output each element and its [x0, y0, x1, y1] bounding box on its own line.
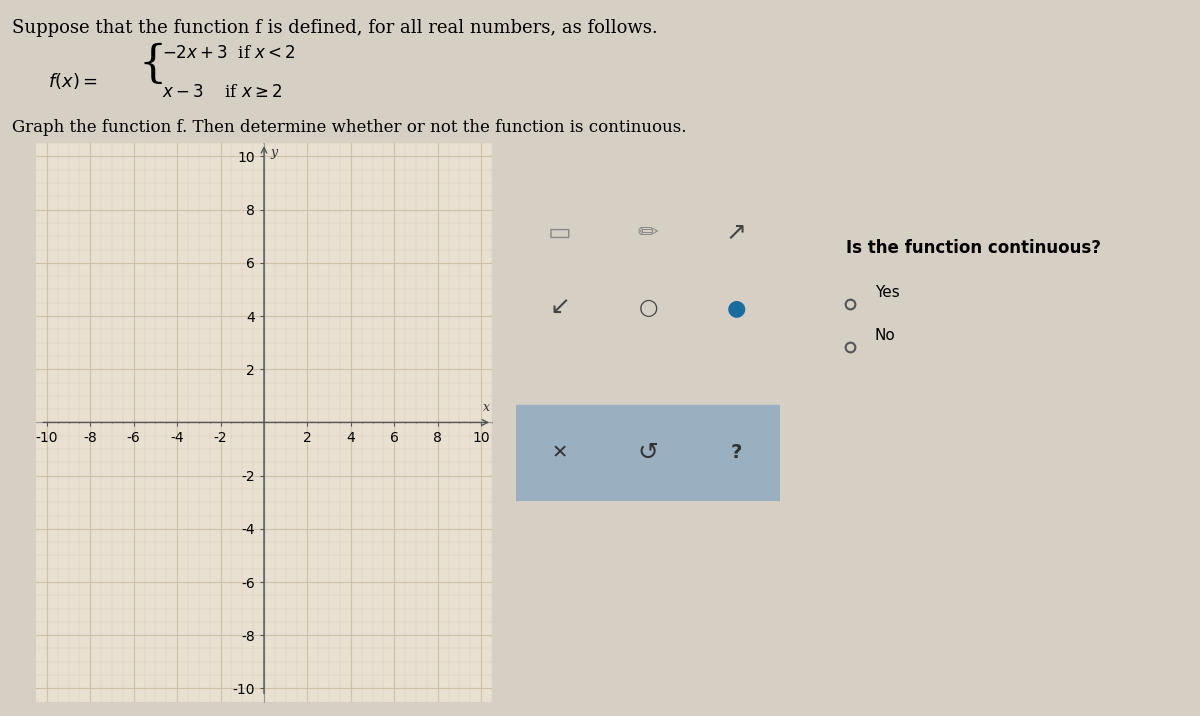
Text: y: y [270, 146, 277, 159]
Text: ↙: ↙ [550, 296, 570, 320]
Text: ↗: ↗ [726, 221, 746, 245]
Text: Graph the function f. Then determine whether or not the function is continuous.: Graph the function f. Then determine whe… [12, 119, 686, 135]
Text: {: { [138, 43, 167, 86]
Text: ✕: ✕ [552, 443, 568, 463]
Text: ○: ○ [638, 298, 658, 318]
Text: x: x [482, 402, 490, 415]
Text: ↺: ↺ [637, 441, 659, 465]
Text: No: No [875, 329, 895, 343]
Text: $f(x) =$: $f(x) =$ [48, 71, 97, 91]
Bar [516, 405, 780, 501]
Text: ●: ● [726, 298, 745, 318]
Text: $-2x+3$  if $x<2$: $-2x+3$ if $x<2$ [162, 45, 296, 62]
Text: Suppose that the function f is defined, for all real numbers, as follows.: Suppose that the function f is defined, … [12, 19, 658, 37]
Text: Yes: Yes [875, 286, 900, 300]
Text: Is the function continuous?: Is the function continuous? [846, 239, 1102, 257]
Text: ✏: ✏ [637, 221, 659, 245]
Text: ?: ? [731, 443, 742, 463]
Text: ▭: ▭ [548, 221, 572, 245]
Text: $x-3$    if $x\geq 2$: $x-3$ if $x\geq 2$ [162, 84, 282, 101]
